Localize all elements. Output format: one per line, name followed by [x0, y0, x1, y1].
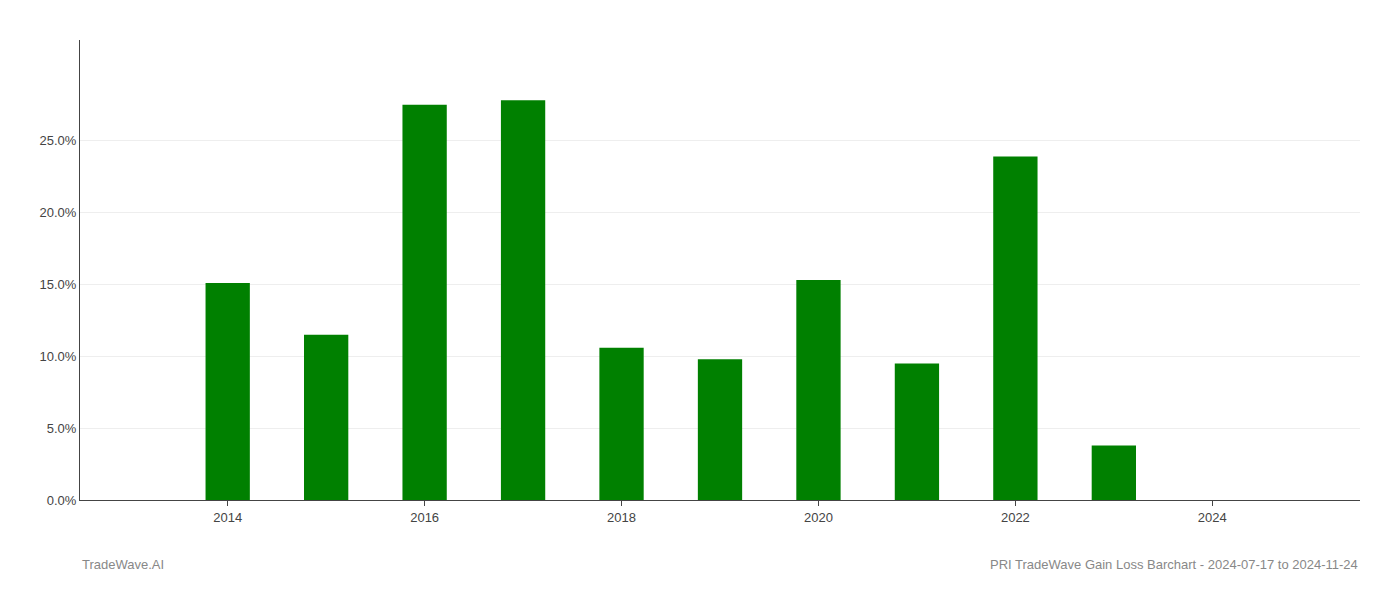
svg-text:25.0%: 25.0%	[40, 133, 77, 148]
svg-text:20.0%: 20.0%	[40, 205, 77, 220]
svg-text:0.0%: 0.0%	[47, 493, 77, 508]
svg-text:5.0%: 5.0%	[47, 421, 77, 436]
svg-text:15.0%: 15.0%	[40, 277, 77, 292]
svg-text:2020: 2020	[804, 510, 833, 525]
svg-text:10.0%: 10.0%	[40, 349, 77, 364]
svg-text:PRI TradeWave Gain Loss Barcha: PRI TradeWave Gain Loss Barchart - 2024-…	[990, 557, 1358, 572]
svg-text:2018: 2018	[607, 510, 636, 525]
svg-text:TradeWave.AI: TradeWave.AI	[82, 557, 164, 572]
svg-text:2024: 2024	[1198, 510, 1227, 525]
svg-text:2014: 2014	[213, 510, 242, 525]
svg-text:2016: 2016	[410, 510, 439, 525]
svg-text:2022: 2022	[1001, 510, 1030, 525]
